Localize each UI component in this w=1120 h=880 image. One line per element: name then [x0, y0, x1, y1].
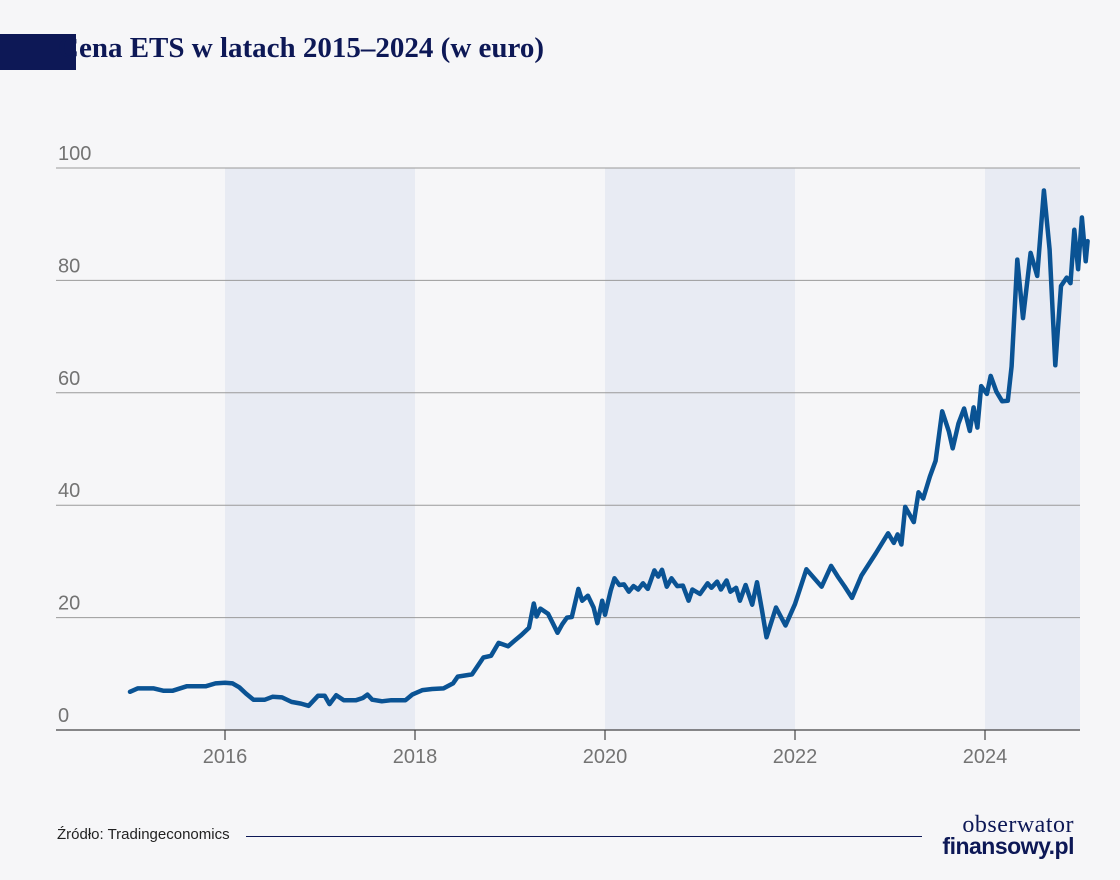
- chart-title: Cena ETS w latach 2015–2024 (w euro): [58, 32, 545, 64]
- x-tick-label: 2020: [583, 746, 628, 768]
- publisher-logo: obserwator finansowy.pl: [942, 812, 1074, 859]
- x-tick-label: 2024: [963, 746, 1008, 768]
- chart-header: Cena ETS w latach 2015–2024 (w euro): [0, 30, 1120, 70]
- y-tick-label: 60: [58, 368, 80, 390]
- logo-line-2: finansowy.pl: [942, 833, 1074, 859]
- y-tick-label: 100: [58, 143, 91, 165]
- x-tick-label: 2016: [203, 746, 248, 768]
- gridlines: [56, 167, 1080, 619]
- footer-divider: [246, 836, 922, 837]
- y-tick-label: 20: [58, 593, 80, 615]
- title-accent-bar: [0, 34, 76, 70]
- shaded-bands: [225, 168, 1080, 730]
- y-tick-label: 0: [58, 705, 69, 727]
- x-axis-ticks: 2016 2018 2020 2022 2024: [203, 730, 1008, 768]
- shaded-band-1: [605, 168, 795, 730]
- source-note: Źródło: Tradingeconomics: [57, 826, 230, 843]
- price-series-line: [127, 188, 1090, 709]
- y-tick-label: 80: [58, 255, 80, 277]
- x-tick-label: 2022: [773, 746, 818, 768]
- shaded-band-0: [225, 168, 415, 730]
- y-tick-label: 40: [58, 480, 80, 502]
- x-tick-label: 2018: [393, 746, 438, 768]
- logo-line-1: obserwator: [962, 812, 1074, 838]
- y-axis-ticks: 0 20 40 60 80 100: [58, 143, 91, 727]
